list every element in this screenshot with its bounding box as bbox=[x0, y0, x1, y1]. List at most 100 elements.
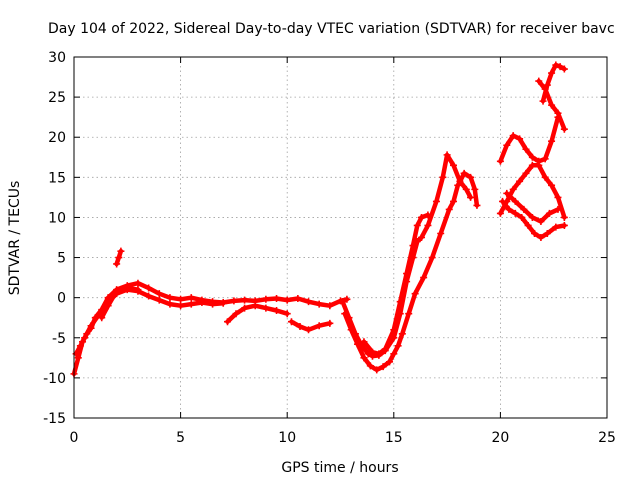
data-point bbox=[155, 296, 163, 304]
data-point bbox=[548, 101, 556, 109]
data-point bbox=[155, 290, 163, 298]
data-point bbox=[113, 260, 121, 268]
x-tick-label: 10 bbox=[278, 430, 296, 446]
data-point bbox=[251, 302, 259, 310]
data-series-track-12 bbox=[499, 197, 568, 241]
data-point bbox=[74, 354, 82, 362]
data-point bbox=[104, 302, 112, 310]
data-point bbox=[516, 177, 524, 185]
data-point bbox=[405, 310, 413, 318]
data-series-track-8 bbox=[341, 169, 481, 374]
data-point bbox=[473, 201, 481, 209]
data-series-track-4 bbox=[113, 247, 125, 268]
data-point bbox=[509, 185, 517, 193]
y-tick-label: -5 bbox=[52, 331, 66, 347]
data-point bbox=[413, 221, 421, 229]
x-tick-label: 0 bbox=[70, 430, 79, 446]
data-point bbox=[296, 323, 304, 331]
data-point bbox=[177, 302, 185, 310]
data-point bbox=[462, 185, 470, 193]
data-point bbox=[315, 300, 323, 308]
data-point bbox=[123, 284, 131, 292]
data-point bbox=[134, 279, 142, 287]
data-point bbox=[537, 234, 545, 241]
x-axis-label: GPS time / hours bbox=[281, 460, 398, 476]
data-point bbox=[439, 173, 447, 181]
data-point bbox=[360, 354, 368, 362]
data-point bbox=[354, 340, 362, 348]
data-point bbox=[420, 274, 428, 282]
y-tick-label: 5 bbox=[57, 251, 66, 267]
data-point bbox=[315, 322, 323, 330]
data-point bbox=[262, 295, 270, 303]
data-point bbox=[411, 290, 419, 298]
data-point bbox=[403, 270, 411, 278]
data-point bbox=[531, 229, 539, 237]
data-point bbox=[560, 213, 568, 221]
y-tick-label: 20 bbox=[48, 130, 66, 146]
data-point bbox=[326, 302, 334, 310]
data-point bbox=[373, 366, 381, 374]
data-point bbox=[543, 229, 551, 237]
data-point bbox=[432, 197, 440, 205]
data-point bbox=[509, 132, 517, 140]
y-tick-label: 15 bbox=[48, 170, 66, 186]
data-point bbox=[528, 153, 536, 161]
data-point bbox=[386, 358, 394, 366]
data-point bbox=[398, 330, 406, 338]
data-point bbox=[347, 326, 355, 334]
data-series-track-6 bbox=[287, 318, 334, 334]
y-tick-label: 10 bbox=[48, 210, 66, 226]
data-point bbox=[511, 197, 519, 205]
data-point bbox=[198, 298, 206, 306]
data-point bbox=[467, 193, 475, 201]
data-point bbox=[283, 310, 291, 318]
plot-frame bbox=[73, 56, 608, 419]
data-series-track-2 bbox=[72, 286, 227, 358]
data-point bbox=[145, 284, 153, 292]
data-point bbox=[241, 296, 249, 304]
data-point bbox=[552, 61, 560, 69]
data-point bbox=[454, 181, 462, 189]
data-point bbox=[535, 77, 543, 85]
x-tick-label: 25 bbox=[598, 430, 616, 446]
y-axis-label: SDTVAR / TECUs bbox=[7, 181, 23, 296]
y-tick-label: 0 bbox=[57, 291, 66, 307]
series-trace bbox=[540, 62, 567, 104]
y-tick-label: -15 bbox=[43, 411, 66, 427]
data-point bbox=[187, 300, 195, 308]
data-series-track-3 bbox=[98, 284, 142, 322]
data-point bbox=[273, 307, 281, 315]
data-point bbox=[503, 141, 511, 149]
data-point bbox=[511, 209, 519, 217]
data-point bbox=[548, 137, 556, 145]
data-point bbox=[283, 296, 291, 304]
data-series-track-7 bbox=[339, 151, 475, 360]
y-tick-label: 25 bbox=[48, 90, 66, 106]
data-point bbox=[554, 109, 562, 117]
data-point bbox=[528, 213, 536, 221]
data-point bbox=[98, 314, 106, 322]
data-point bbox=[471, 185, 479, 193]
data-point bbox=[535, 161, 543, 169]
data-point bbox=[518, 213, 526, 221]
data-point bbox=[117, 247, 125, 255]
chart-title: Day 104 of 2022, Sidereal Day-to-day VTE… bbox=[48, 21, 615, 37]
data-point bbox=[449, 197, 457, 205]
data-series-track-14 bbox=[535, 77, 568, 133]
data-point bbox=[394, 342, 402, 350]
data-point bbox=[379, 363, 387, 371]
data-point bbox=[424, 211, 432, 219]
data-point bbox=[560, 125, 568, 133]
data-point bbox=[364, 350, 372, 358]
data-point bbox=[516, 135, 524, 143]
data-point bbox=[339, 298, 347, 306]
x-tick-label: 5 bbox=[176, 430, 185, 446]
data-point bbox=[219, 299, 227, 307]
data-point bbox=[409, 242, 417, 250]
data-point bbox=[545, 209, 553, 217]
data-point bbox=[368, 348, 376, 356]
data-point bbox=[287, 318, 295, 326]
data-layer bbox=[70, 61, 568, 378]
data-point bbox=[375, 350, 383, 358]
